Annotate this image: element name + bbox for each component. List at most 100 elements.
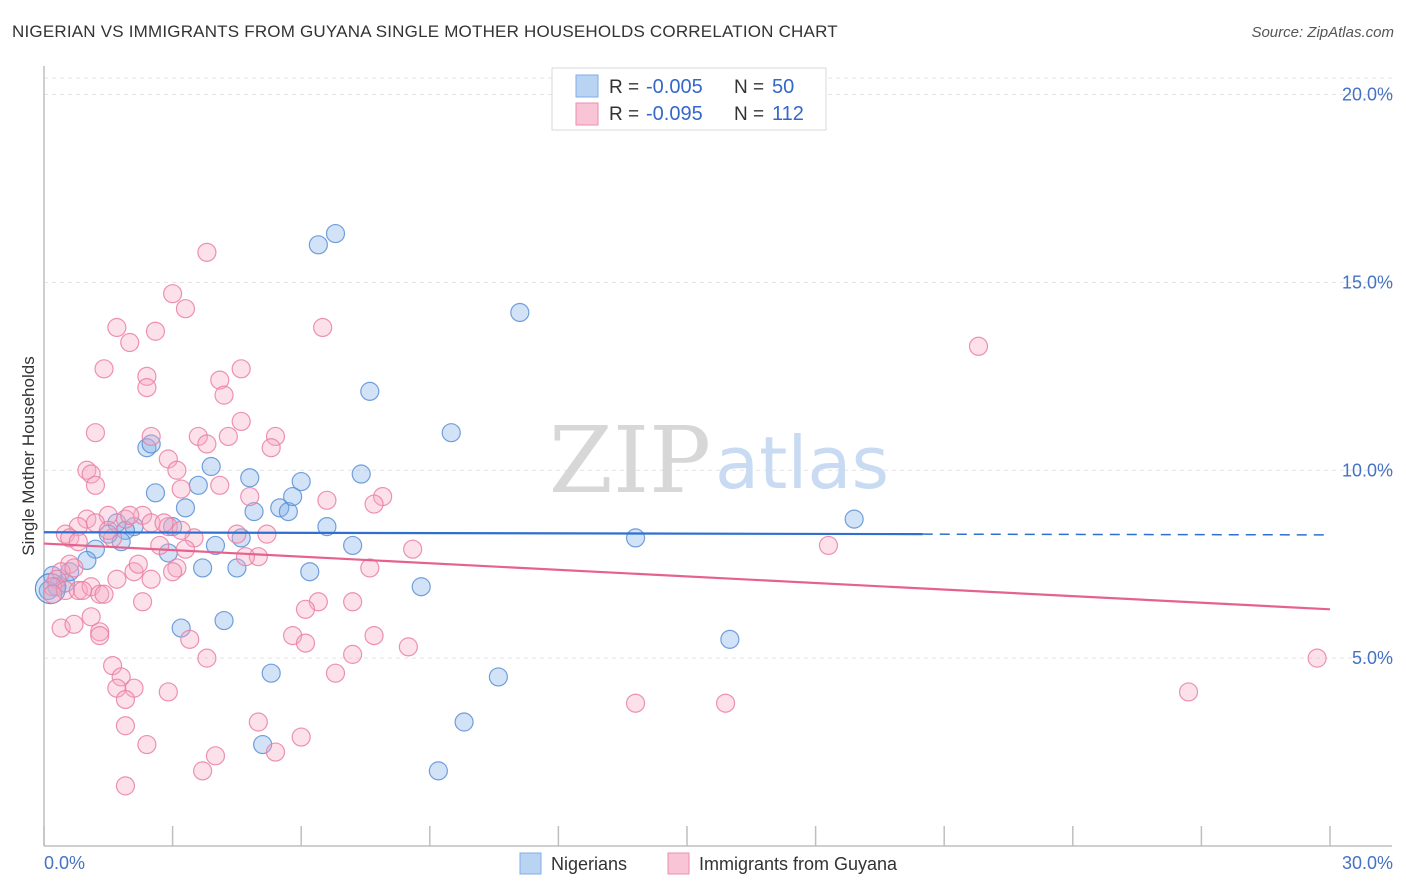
axes <box>43 66 1392 847</box>
nigerians-point <box>454 712 474 732</box>
guyana-point <box>197 242 217 262</box>
guyana-point <box>197 434 217 454</box>
legend-n-value-2: 112 <box>772 103 804 125</box>
guyana-point <box>193 761 213 781</box>
guyana-point <box>398 637 418 657</box>
nigerians-point <box>317 517 337 537</box>
nigerians-point <box>283 486 303 507</box>
nigerians-point <box>291 471 311 492</box>
nigerians-point <box>240 468 260 488</box>
guyana-point <box>128 554 148 574</box>
guyana-point <box>210 475 230 495</box>
nigerians-point <box>720 629 740 649</box>
trend-line-nigerians <box>43 531 923 536</box>
legend-r-value-1: -0.005 <box>646 76 703 98</box>
bottom-legend-guyana: Immigrants from Guyana <box>699 854 898 874</box>
guyana-point <box>72 580 93 601</box>
guyana-point <box>64 558 84 578</box>
nigerians-point <box>308 235 328 255</box>
trend-line-nigerians-extension <box>922 533 1331 536</box>
guyana-point <box>218 426 238 447</box>
guyana-point <box>42 577 63 597</box>
guyana-point <box>360 558 380 578</box>
y-tick-label: 20.0% <box>1342 85 1393 105</box>
nigerians-point <box>441 423 461 443</box>
guyana-point <box>197 648 217 668</box>
guyana-point <box>141 426 161 447</box>
series-guyana <box>42 242 1327 796</box>
legend-n-label-1: N = <box>734 77 764 98</box>
x-tick-label: 30.0% <box>1342 853 1393 873</box>
bottom-legend: Nigerians Immigrants from Guyana <box>519 852 898 875</box>
guyana-point <box>265 426 286 447</box>
y-tick-label: 10.0% <box>1342 460 1393 480</box>
guyana-point <box>265 742 286 762</box>
nigerians-point <box>844 509 864 529</box>
guyana-point <box>235 547 256 567</box>
guyana-point <box>364 494 384 514</box>
guyana-point <box>317 490 337 510</box>
guyana-point <box>291 727 311 747</box>
guyana-point <box>163 562 183 582</box>
guyana-point <box>90 625 110 646</box>
nigerians-point <box>214 610 234 631</box>
guyana-point <box>111 667 131 687</box>
bottom-legend-swatch-guyana <box>667 852 690 875</box>
guyana-point <box>625 693 646 713</box>
nigerians-point <box>261 663 281 683</box>
guyana-point <box>94 359 114 379</box>
guyana-point <box>115 716 136 736</box>
guyana-point <box>94 584 114 604</box>
guyana-point <box>343 644 363 664</box>
legend-n-label-2: N = <box>734 104 764 125</box>
nigerians-point <box>278 502 298 522</box>
guyana-point <box>240 486 260 507</box>
chart-title: NIGERIAN VS IMMIGRANTS FROM GUYANA SINGL… <box>12 22 838 41</box>
guyana-point <box>171 479 191 499</box>
guyana-point <box>1307 648 1327 668</box>
guyana-point <box>167 460 187 480</box>
guyana-point <box>227 524 247 544</box>
watermark-atlas: atlas <box>715 421 889 505</box>
watermark: ZIP atlas <box>549 407 889 514</box>
bottom-legend-nigerians: Nigerians <box>551 854 627 874</box>
guyana-point <box>98 520 118 540</box>
nigerians-point <box>141 434 161 454</box>
guyana-point <box>51 618 71 638</box>
guyana-point <box>137 366 157 386</box>
guyana-point <box>137 378 157 398</box>
nigerians-point <box>343 535 363 556</box>
trend-lines <box>43 531 1331 611</box>
guyana-point <box>257 524 277 544</box>
guyana-point <box>64 614 84 634</box>
guyana-point <box>68 580 88 601</box>
y-axis-label: Single Mother Households <box>19 356 38 555</box>
guyana-point <box>85 475 106 495</box>
guyana-point <box>158 682 178 702</box>
guyana-point <box>175 299 196 319</box>
legend-r-label-1: R = <box>609 77 639 98</box>
guyana-point <box>295 633 316 653</box>
chart-source: Source: ZipAtlas.com <box>1251 24 1394 41</box>
guyana-point <box>81 464 101 484</box>
watermark-zip: ZIP <box>549 407 711 514</box>
guyana-point <box>715 693 736 713</box>
x-tick-label: 0.0% <box>44 853 85 873</box>
guyana-point <box>42 584 63 604</box>
guyana-point <box>81 607 101 627</box>
nigerians-point <box>510 302 530 323</box>
guyana-point <box>107 569 127 589</box>
guyana-point <box>120 505 140 525</box>
nigerians-point <box>201 456 221 477</box>
guyana-point <box>115 689 136 710</box>
nigerians-point <box>145 483 166 503</box>
nigerians-point <box>351 464 371 484</box>
guyana-point <box>171 520 191 540</box>
guyana-point <box>210 370 230 390</box>
guyana-point <box>231 411 251 432</box>
legend-n-value-1: 50 <box>772 76 794 98</box>
nigerians-point <box>360 381 380 401</box>
guyana-point <box>120 332 140 353</box>
nigerians-point <box>300 562 320 582</box>
